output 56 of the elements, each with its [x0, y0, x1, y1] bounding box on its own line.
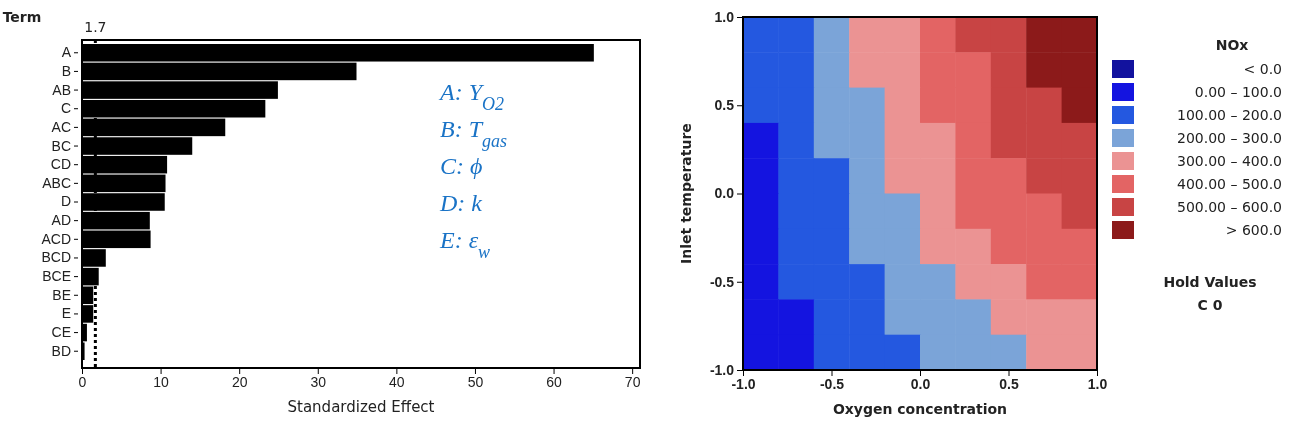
x-axis-title: Standardized Effect [287, 398, 435, 416]
annotation: A: Y$_{O2}$ [438, 79, 504, 114]
color-bar-label: 200.00 – 300.0 [1177, 130, 1282, 146]
annotation: E: ε$_{w}$ [439, 227, 491, 262]
y-axis-title: Inlet temperature [678, 123, 694, 264]
y-tick-label: CE [51, 324, 71, 341]
x-tick-label: 0.0 [910, 375, 931, 392]
y-tick-label: BD [51, 342, 71, 359]
x-axis-title: Oxygen concentration [832, 401, 1008, 417]
x-tick-label: -1.0 [731, 375, 756, 392]
x-tick-label: 20 [231, 373, 248, 390]
color-bar-label: 400.00 – 500.0 [1177, 176, 1282, 192]
x-tick-label: 30 [310, 373, 327, 390]
x-tick-label: 40 [389, 373, 405, 390]
y-tick-label: ACD [41, 230, 71, 247]
color-bar-label: 0.00 – 100.0 [1194, 84, 1282, 100]
y-tick-label: AB [52, 81, 71, 98]
x-tick-label: 60 [546, 373, 563, 390]
legend-title: NOx [1215, 37, 1249, 53]
y-tick-label: BC [51, 137, 71, 154]
color-bar-label: 500.00 – 600.0 [1177, 199, 1282, 215]
color-bar-label: > 600.0 [1225, 222, 1282, 238]
color-bar-label: < 0.0 [1243, 61, 1282, 77]
y-tick-label: BCD [41, 249, 71, 266]
y-tick-label: 1.0 [714, 8, 735, 25]
y-tick-label: B [61, 62, 71, 79]
y-tick-label: AD [51, 212, 71, 229]
x-tick-label: 50 [467, 373, 484, 390]
y-tick-label: D [60, 193, 71, 210]
text: Hold Values [1163, 274, 1257, 290]
x-tick-label: 0.5 [999, 375, 1019, 392]
y-tick-label: -1.0 [709, 361, 735, 378]
x-tick-label: 0 [78, 373, 87, 390]
color-bar-label: 100.00 – 200.0 [1177, 107, 1282, 123]
annotation: D: k [439, 190, 483, 216]
y-tick-label: E [61, 305, 71, 322]
annotation: C: ϕ [440, 153, 483, 179]
y-tick-label: BE [52, 286, 71, 303]
y-tick-label: BCE [42, 268, 71, 285]
y-tick-label: -0.5 [709, 273, 735, 290]
y-tick-label: CD [50, 156, 71, 173]
ref-line-label: 1.7 [84, 19, 107, 35]
y-tick-label: 0.5 [714, 97, 735, 114]
y-axis-title: Term [2, 9, 42, 25]
y-tick-label: A [61, 44, 72, 61]
y-tick-label: 0.0 [714, 185, 735, 202]
color-bar-label: 300.00 – 400.0 [1177, 153, 1282, 169]
annotation: B: T$_{gas}$ [440, 116, 508, 151]
y-tick-label: C [60, 100, 71, 117]
text: C 0 [1197, 297, 1223, 313]
y-tick-label: AC [51, 118, 71, 135]
x-tick-label: 1.0 [1087, 375, 1108, 392]
x-tick-label: 10 [153, 373, 170, 390]
x-tick-label: -0.5 [819, 375, 845, 392]
y-tick-label: ABC [42, 174, 71, 191]
x-tick-label: 70 [624, 373, 641, 390]
